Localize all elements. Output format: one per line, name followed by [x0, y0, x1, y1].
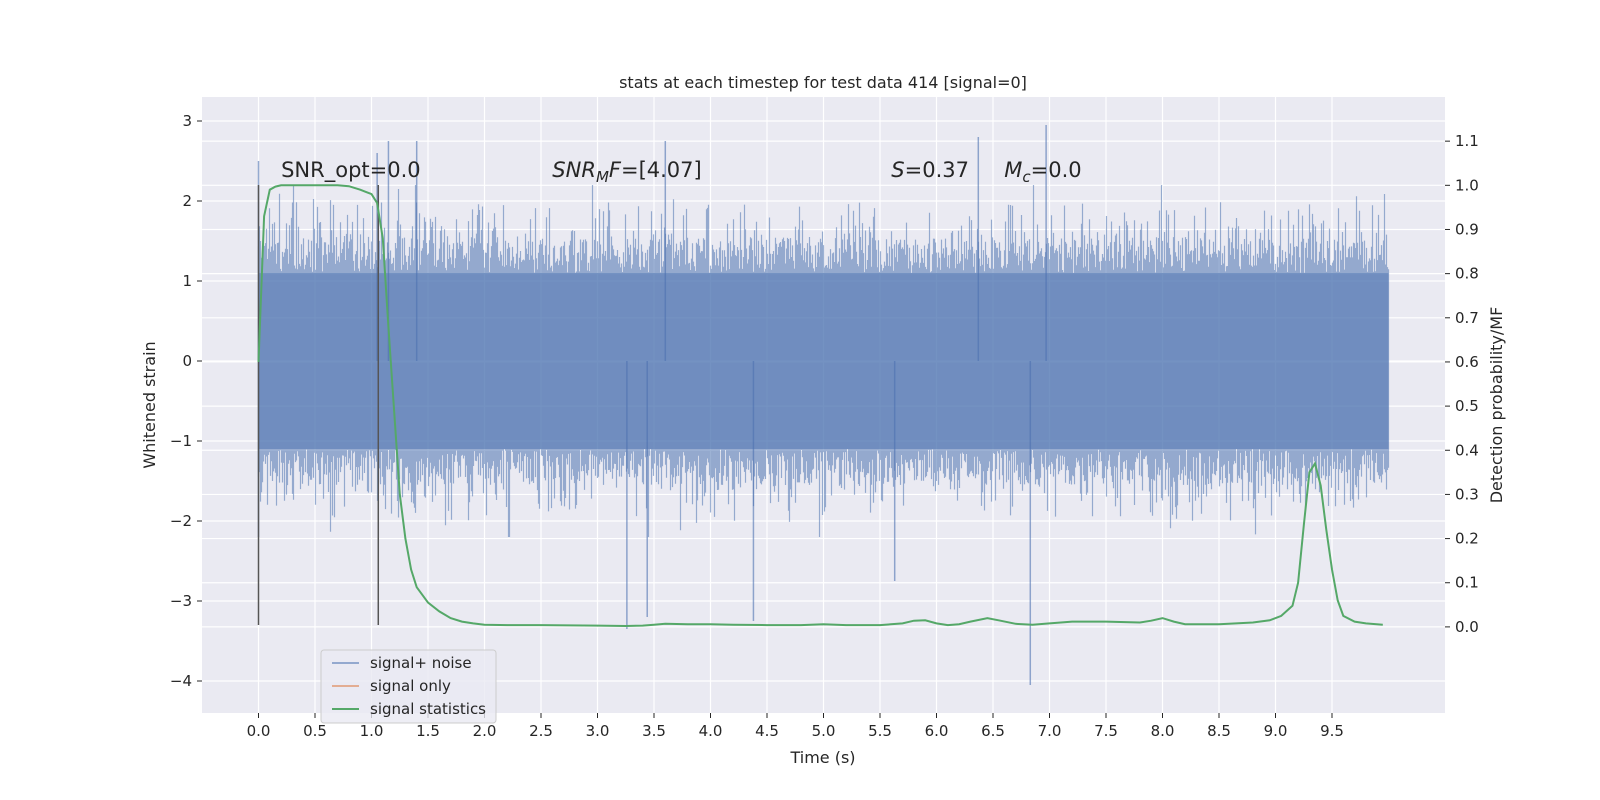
- y2-tick-label: 0.4: [1455, 441, 1479, 459]
- x-tick-label: 1.5: [416, 722, 440, 740]
- y-tick-label: −4: [170, 672, 192, 690]
- annotation: SNR_opt=0.0: [281, 158, 421, 183]
- annotations: SNR_opt=0.0 SNRMF=[4.07] S=0.37 Mc=0.0: [281, 158, 1082, 186]
- y2-tick-label: 0.7: [1455, 309, 1479, 327]
- x-tick-label: 4.5: [755, 722, 779, 740]
- y-axis-label: Whitened strain: [140, 341, 159, 468]
- y2-tick-label: 0.8: [1455, 265, 1479, 283]
- legend: signal+ noise signal only signal statist…: [320, 649, 497, 724]
- y2-tick-label: 0.3: [1455, 485, 1479, 503]
- legend-label-signal: signal only: [370, 677, 451, 695]
- ticks: 0.0 0.5 1.0 1.5 2.0 2.5 3.0 3.5 4.0 4.5 5.0 5.5 6.0 6…: [170, 112, 1479, 740]
- y2-tick-label: 1.0: [1455, 176, 1479, 194]
- x-tick-label: 5.5: [868, 722, 892, 740]
- x-tick-label: 1.0: [360, 722, 384, 740]
- noise-series: [257, 125, 1390, 685]
- y-tick-label: 3: [182, 112, 192, 130]
- y-tick-label: 2: [182, 192, 192, 210]
- x-axis-label: Time (s): [789, 748, 855, 767]
- x-tick-label: 8.0: [1151, 722, 1175, 740]
- y2-tick-label: 0.5: [1455, 397, 1479, 415]
- x-tick-label: 2.0: [473, 722, 497, 740]
- x-tick-label: 5.0: [812, 722, 836, 740]
- x-tick-label: 3.5: [642, 722, 666, 740]
- x-tick-label: 0.5: [303, 722, 327, 740]
- annotation: SNRMF=[4.07]: [552, 158, 701, 186]
- x-tick-label: 7.5: [1094, 722, 1118, 740]
- noise-band: [258, 273, 1389, 449]
- y2-tick-label: 0.6: [1455, 353, 1479, 371]
- y-tick-label: −3: [170, 592, 192, 610]
- y2-tick-label: 0.0: [1455, 618, 1479, 636]
- signal-statistics-line: [257, 184, 1383, 628]
- x-tick-label: 4.0: [699, 722, 723, 740]
- y2-tick-label: 1.1: [1455, 132, 1479, 150]
- y2-tick-label: 0.1: [1455, 574, 1479, 592]
- x-tick-label: 9.0: [1264, 722, 1288, 740]
- x-tick-label: 2.5: [529, 722, 553, 740]
- y-tick-label: 0: [182, 352, 192, 370]
- x-tick-label: 6.0: [925, 722, 949, 740]
- y2-tick-label: 0.9: [1455, 220, 1479, 238]
- y-tick-label: 1: [182, 272, 192, 290]
- x-tick-label: 6.5: [981, 722, 1005, 740]
- y2-axis-label: Detection probability/MF: [1487, 307, 1506, 504]
- annotation: S=0.37: [891, 158, 969, 182]
- marker-lines: [257, 185, 380, 625]
- x-tick-label: 7.0: [1038, 722, 1062, 740]
- legend-box: [320, 649, 497, 724]
- x-tick-label: 0.0: [247, 722, 271, 740]
- chart-title: stats at each timestep for test data 414…: [619, 73, 1027, 92]
- x-tick-label: 9.5: [1320, 722, 1344, 740]
- y2-tick-label: 0.2: [1455, 530, 1479, 548]
- y-tick-label: −2: [170, 512, 192, 530]
- x-tick-label: 8.5: [1207, 722, 1231, 740]
- legend-label-statistics: signal statistics: [370, 700, 486, 718]
- x-tick-label: 3.0: [586, 722, 610, 740]
- annotation: Mc=0.0: [1004, 158, 1081, 186]
- legend-label-noise: signal+ noise: [370, 654, 472, 672]
- y-tick-label: −1: [170, 432, 192, 450]
